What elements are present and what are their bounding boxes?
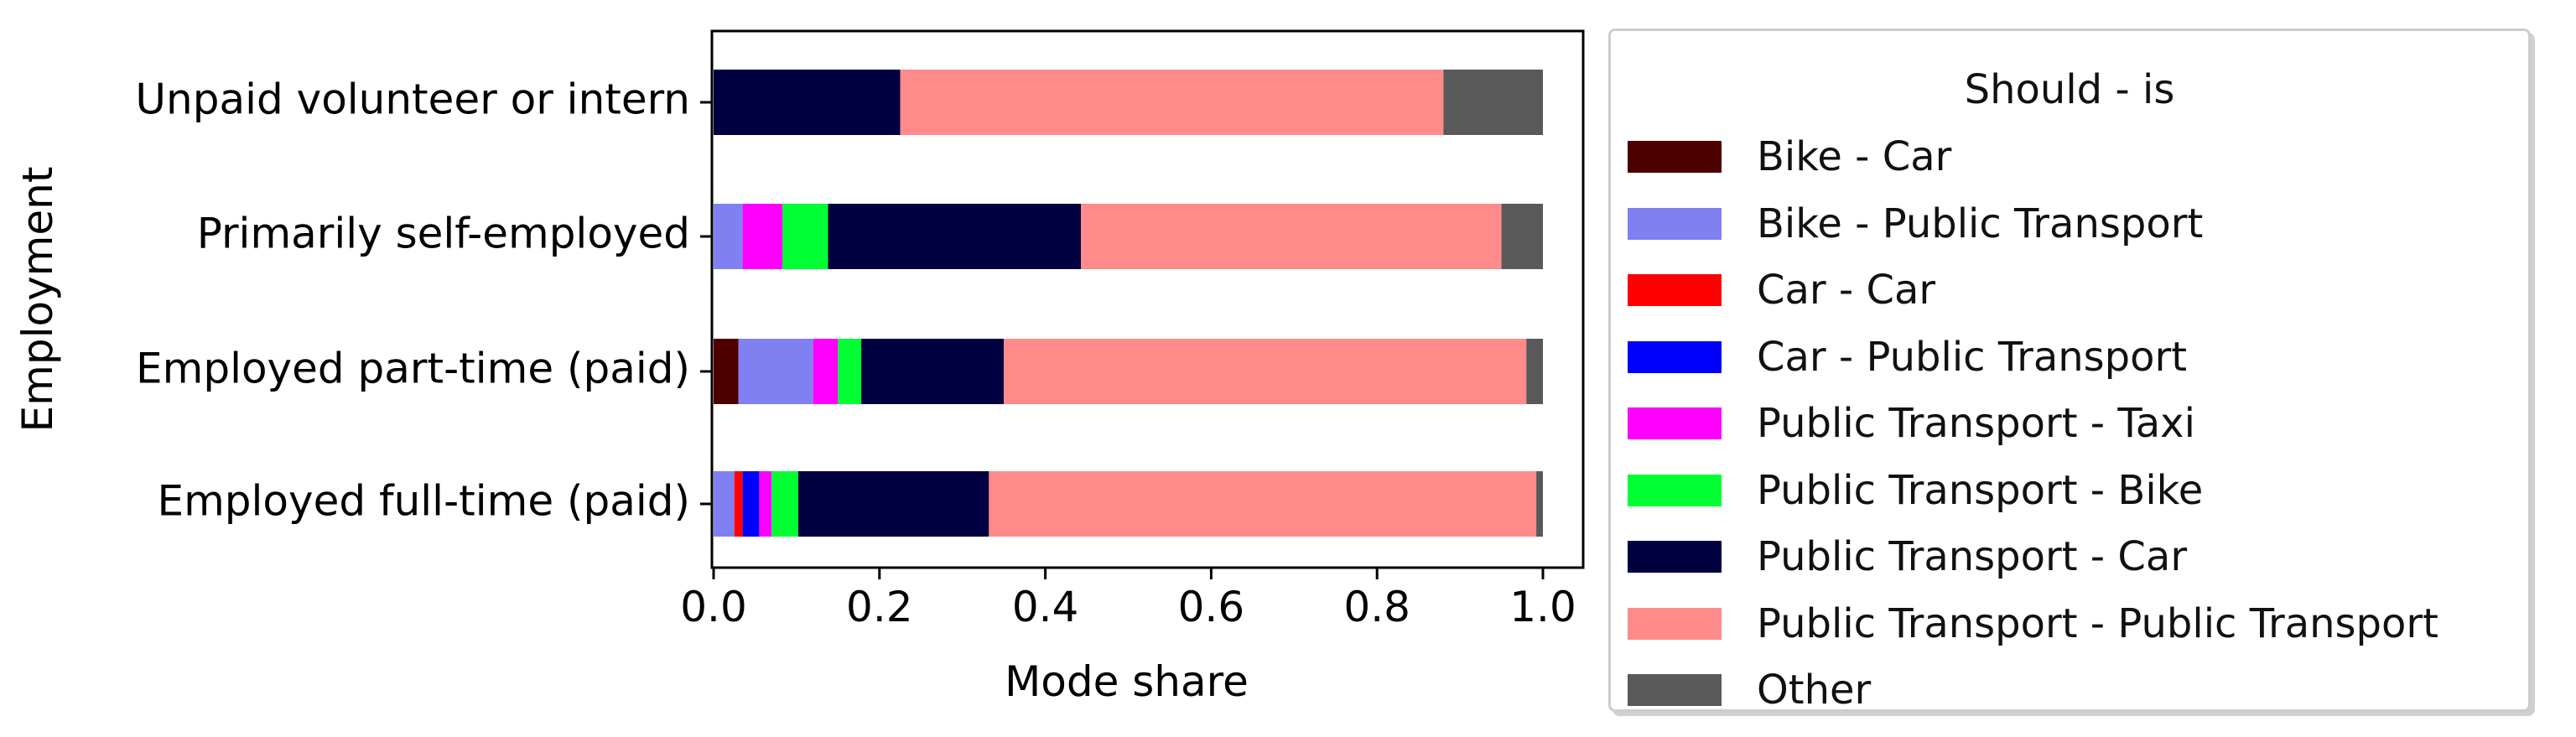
x-axis-label: Mode share bbox=[1005, 657, 1249, 706]
legend-swatch bbox=[1628, 407, 1722, 439]
legend-label: Car - Car bbox=[1757, 267, 1936, 314]
legend-item: Other bbox=[1628, 667, 1871, 714]
bar-segment bbox=[742, 471, 760, 537]
y-tick-label: Primarily self-employed bbox=[197, 210, 690, 258]
bar-segment bbox=[714, 204, 743, 269]
legend-item: Public Transport - Bike bbox=[1628, 467, 2203, 514]
bar-segment bbox=[714, 339, 739, 404]
x-tick-label: 0.0 bbox=[680, 583, 747, 631]
bar-segment bbox=[714, 471, 735, 537]
y-tick-label: Employed full-time (paid) bbox=[158, 477, 691, 526]
legend-label: Other bbox=[1757, 667, 1872, 714]
legend-swatch bbox=[1628, 474, 1722, 506]
legend-item: Public Transport - Taxi bbox=[1628, 400, 2195, 447]
bar-segment bbox=[989, 471, 1537, 537]
legend-item: Bike - Car bbox=[1628, 133, 1951, 180]
legend-item: Public Transport - Public Transport bbox=[1628, 600, 2438, 647]
legend-label: Car - Public Transport bbox=[1757, 333, 2188, 381]
x-tick-label: 0.4 bbox=[1012, 583, 1079, 631]
legend-label: Public Transport - Bike bbox=[1757, 466, 2204, 514]
bar-segment bbox=[738, 339, 813, 404]
y-axis-label: Employment bbox=[13, 167, 62, 433]
y-tick-label: Employed part-time (paid) bbox=[136, 345, 690, 393]
legend-swatch bbox=[1628, 674, 1722, 706]
legend-label: Public Transport - Taxi bbox=[1757, 400, 2195, 447]
legend-title: Should - is bbox=[1964, 66, 2175, 113]
legend-label: Bike - Public Transport bbox=[1757, 200, 2204, 247]
legend-swatch bbox=[1628, 141, 1722, 173]
legend-swatch bbox=[1628, 607, 1722, 640]
bar-segment bbox=[1004, 339, 1527, 404]
legend-item: Bike - Public Transport bbox=[1628, 200, 2203, 247]
legend-swatch bbox=[1628, 541, 1722, 573]
plot-frame bbox=[710, 29, 1585, 569]
legend-label: Bike - Car bbox=[1757, 133, 1952, 180]
bar-segment bbox=[759, 471, 772, 537]
x-tick-label: 0.2 bbox=[846, 583, 913, 631]
bar-segment bbox=[900, 70, 1444, 135]
bar-segment bbox=[1443, 70, 1543, 135]
legend: Should - is Bike - Car Bike - Public Tran… bbox=[1608, 29, 2531, 714]
bar-segment bbox=[828, 204, 1082, 269]
y-tick-label: Unpaid volunteer or intern bbox=[135, 75, 690, 124]
bar-segment bbox=[838, 339, 862, 404]
x-tick-label: 0.8 bbox=[1343, 583, 1410, 631]
legend-label: Public Transport - Public Transport bbox=[1757, 599, 2438, 647]
bar-segment bbox=[1526, 339, 1543, 404]
bar-segment bbox=[1536, 471, 1543, 537]
bar-segment bbox=[813, 339, 839, 404]
legend-swatch bbox=[1628, 207, 1722, 240]
x-tick-label: 0.6 bbox=[1178, 583, 1245, 631]
bar-segment bbox=[782, 204, 828, 269]
x-tick-label: 1.0 bbox=[1509, 583, 1576, 631]
legend-item: Car - Public Transport bbox=[1628, 334, 2187, 381]
bar-segment bbox=[861, 339, 1005, 404]
bar-segment bbox=[771, 471, 798, 537]
legend-swatch bbox=[1628, 274, 1722, 306]
legend-label: Public Transport - Car bbox=[1757, 533, 2188, 580]
legend-swatch bbox=[1628, 340, 1722, 373]
bar-segment bbox=[714, 70, 901, 135]
bar-segment bbox=[797, 471, 989, 537]
bar-segment bbox=[1081, 204, 1502, 269]
bar-segment bbox=[1501, 204, 1543, 269]
legend-item: Public Transport - Car bbox=[1628, 533, 2187, 580]
bar-segment bbox=[742, 204, 783, 269]
bar-segment bbox=[734, 471, 743, 537]
legend-item: Car - Car bbox=[1628, 267, 1935, 314]
